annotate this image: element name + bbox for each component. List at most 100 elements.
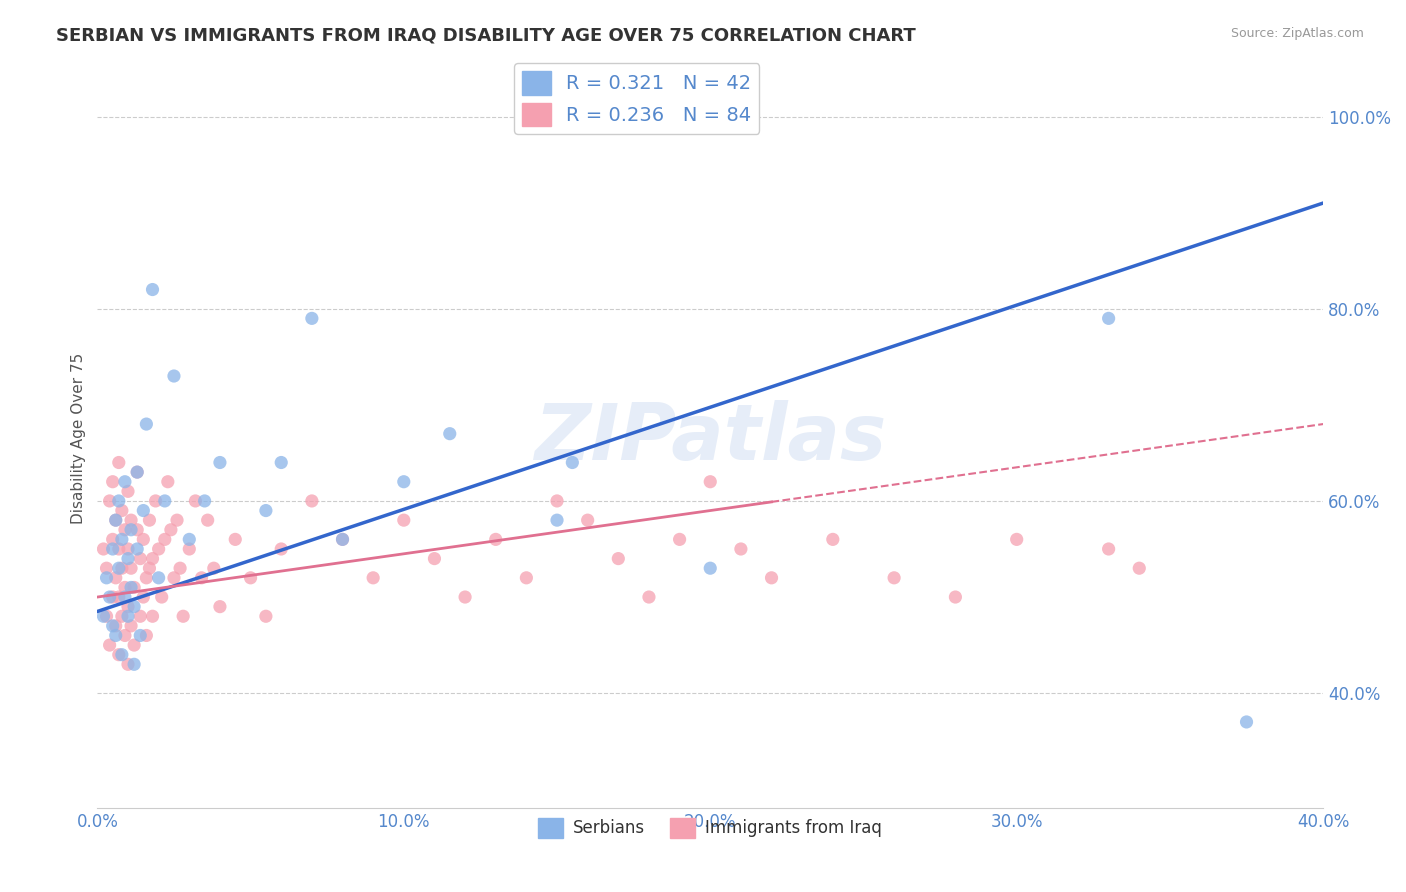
Point <box>179 541 201 556</box>
Point <box>254 503 277 517</box>
Point <box>270 456 292 470</box>
Point <box>163 369 186 384</box>
Legend: Serbians, Immigrants from Iraq: Serbians, Immigrants from Iraq <box>531 811 889 845</box>
Point <box>141 551 163 566</box>
Point <box>141 609 163 624</box>
Point <box>821 533 844 547</box>
Y-axis label: Disability Age Over 75: Disability Age Over 75 <box>72 353 86 524</box>
Point <box>301 311 323 326</box>
Point <box>546 513 568 527</box>
Point <box>122 581 145 595</box>
Point <box>104 513 127 527</box>
Point <box>117 599 139 614</box>
Point <box>114 628 136 642</box>
Point <box>132 503 155 517</box>
Point <box>98 590 121 604</box>
Text: Source: ZipAtlas.com: Source: ZipAtlas.com <box>1230 27 1364 40</box>
Point <box>117 657 139 672</box>
Point <box>1236 714 1258 729</box>
Point <box>239 571 262 585</box>
Point <box>114 590 136 604</box>
Point <box>423 551 446 566</box>
Point <box>104 628 127 642</box>
Point <box>101 590 124 604</box>
Point <box>120 523 142 537</box>
Point <box>1097 541 1119 556</box>
Point <box>93 609 115 624</box>
Point <box>120 619 142 633</box>
Point <box>148 541 170 556</box>
Point <box>730 541 752 556</box>
Point <box>169 561 191 575</box>
Point <box>153 494 176 508</box>
Point <box>1097 311 1119 326</box>
Point <box>107 541 129 556</box>
Point <box>135 417 157 431</box>
Point <box>197 513 219 527</box>
Point <box>107 590 129 604</box>
Point <box>392 475 415 489</box>
Point <box>1128 561 1150 575</box>
Point <box>132 590 155 604</box>
Point <box>101 619 124 633</box>
Point <box>153 533 176 547</box>
Point <box>301 494 323 508</box>
Point <box>93 541 115 556</box>
Point <box>361 571 384 585</box>
Point <box>332 533 354 547</box>
Point <box>332 533 354 547</box>
Point <box>117 484 139 499</box>
Point <box>576 513 599 527</box>
Point <box>184 494 207 508</box>
Point <box>132 533 155 547</box>
Point <box>699 475 721 489</box>
Point <box>439 426 461 441</box>
Point <box>883 571 905 585</box>
Point <box>254 609 277 624</box>
Point <box>546 494 568 508</box>
Point <box>607 551 630 566</box>
Point <box>107 456 129 470</box>
Point <box>98 494 121 508</box>
Point <box>1005 533 1028 547</box>
Point <box>96 571 118 585</box>
Point <box>104 513 127 527</box>
Point <box>104 619 127 633</box>
Point <box>120 581 142 595</box>
Point <box>129 551 152 566</box>
Point <box>127 465 149 479</box>
Point <box>96 609 118 624</box>
Point <box>392 513 415 527</box>
Point <box>129 609 152 624</box>
Point <box>945 590 967 604</box>
Point <box>117 541 139 556</box>
Point <box>699 561 721 575</box>
Point <box>114 475 136 489</box>
Point <box>127 523 149 537</box>
Point <box>122 599 145 614</box>
Point <box>208 456 231 470</box>
Point <box>160 523 183 537</box>
Point <box>561 456 583 470</box>
Point <box>101 533 124 547</box>
Point <box>135 628 157 642</box>
Point <box>107 648 129 662</box>
Point <box>163 571 186 585</box>
Point <box>485 533 508 547</box>
Point <box>138 561 160 575</box>
Point <box>98 638 121 652</box>
Text: ZIPatlas: ZIPatlas <box>534 401 886 476</box>
Point <box>107 494 129 508</box>
Point <box>120 513 142 527</box>
Point <box>101 475 124 489</box>
Point <box>127 465 149 479</box>
Point <box>104 571 127 585</box>
Point <box>122 657 145 672</box>
Point <box>111 561 134 575</box>
Text: SERBIAN VS IMMIGRANTS FROM IRAQ DISABILITY AGE OVER 75 CORRELATION CHART: SERBIAN VS IMMIGRANTS FROM IRAQ DISABILI… <box>56 27 915 45</box>
Point <box>224 533 246 547</box>
Point <box>114 523 136 537</box>
Point <box>166 513 188 527</box>
Point <box>138 513 160 527</box>
Point <box>129 628 152 642</box>
